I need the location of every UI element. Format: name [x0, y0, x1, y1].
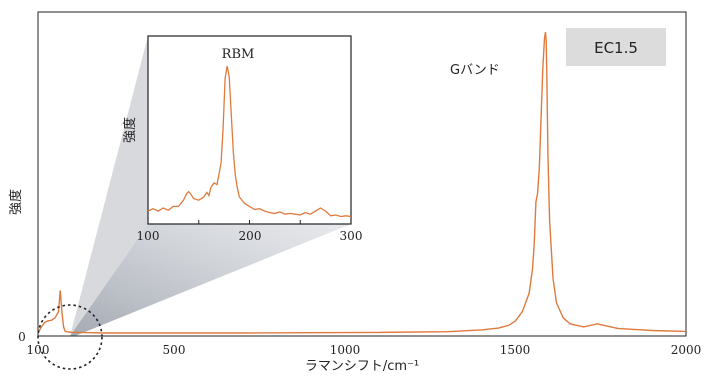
main-series-line	[37, 31, 687, 334]
zoom-wedge	[70, 224, 351, 336]
inset-title: RBM	[222, 47, 255, 62]
inset-xtick-label: 100	[137, 229, 160, 243]
inset-series-line	[147, 65, 352, 218]
main-plot-area	[37, 11, 687, 337]
xtick-label: 100	[27, 343, 50, 357]
inset-ylabel: 強度	[122, 117, 138, 143]
y-axis-title: 強度	[8, 189, 24, 215]
x-axis-title: ラマンシフト/cm⁻¹	[305, 359, 419, 374]
zoom-wedge-upper	[70, 36, 148, 336]
inset-xtick-label: 200	[239, 229, 262, 243]
xtick-label: 2000	[671, 343, 702, 357]
g-band-label: Gバンド	[450, 63, 500, 78]
inset-background	[147, 35, 352, 225]
rbm-highlight-circle	[37, 304, 103, 370]
inset-xtick-label: 300	[340, 229, 363, 243]
xtick-label: 1000	[330, 343, 361, 357]
xtick-label: 1500	[500, 343, 531, 357]
y-zero-label: 0	[18, 330, 26, 344]
inset-ticks	[198, 220, 301, 224]
sample-badge	[566, 28, 666, 66]
sample-badge-label: EC1.5	[594, 39, 638, 57]
xtick-label: 500	[163, 343, 186, 357]
